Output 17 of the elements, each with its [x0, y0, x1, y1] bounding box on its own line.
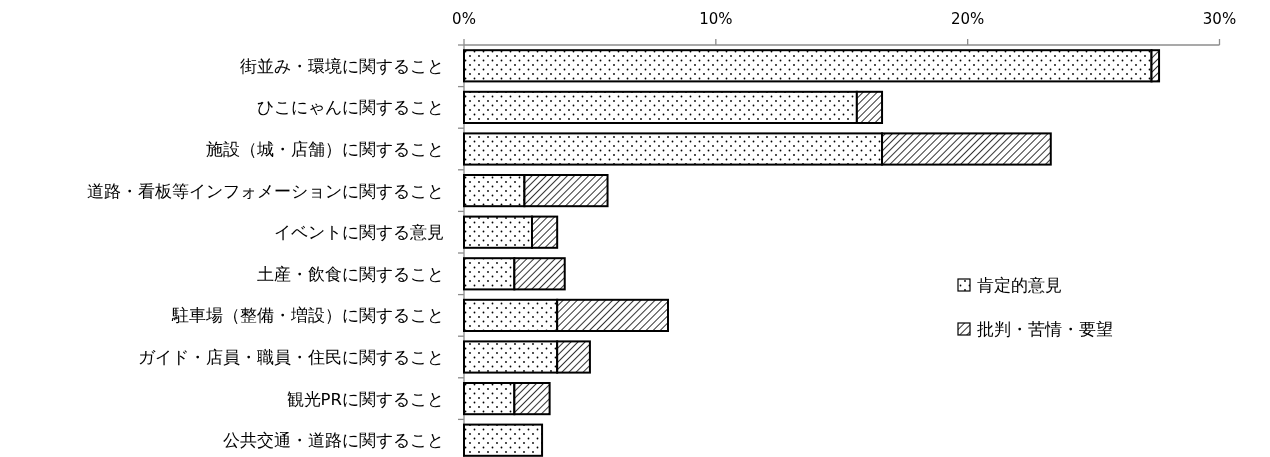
- y-tick-label: 駐車場（整備・増設）に関すること: [171, 306, 444, 326]
- y-tick-label: 道路・看板等インフォメーションに関すること: [87, 181, 444, 201]
- legend-label: 批判・苦情・要望: [977, 319, 1113, 339]
- y-tick-label: ひこにゃんに関すること: [257, 98, 444, 118]
- xticks[0]: 0%: [452, 10, 476, 28]
- y-tick-label: 観光PRに関すること: [286, 389, 444, 409]
- legend-label: 肯定的意見: [977, 275, 1062, 295]
- bar: [463, 423, 544, 457]
- y-tick-label: 施設（城・店舗）に関すること: [206, 140, 444, 159]
- y-tick-label: ガイド・店員・職員・住民に関すること: [138, 348, 444, 367]
- xticks[2]: 20%: [951, 10, 985, 28]
- y-tick-label: イベントに関する意見: [274, 223, 444, 243]
- y-tick-label: 公共交通・道路に関すること: [223, 431, 444, 451]
- y-tick-label: 土産・飲食に関すること: [257, 264, 444, 284]
- xticks[1]: 10%: [699, 10, 733, 28]
- xticks[3]: 30%: [1202, 10, 1237, 28]
- y-tick-label: 街並み・環境に関すること: [240, 56, 444, 76]
